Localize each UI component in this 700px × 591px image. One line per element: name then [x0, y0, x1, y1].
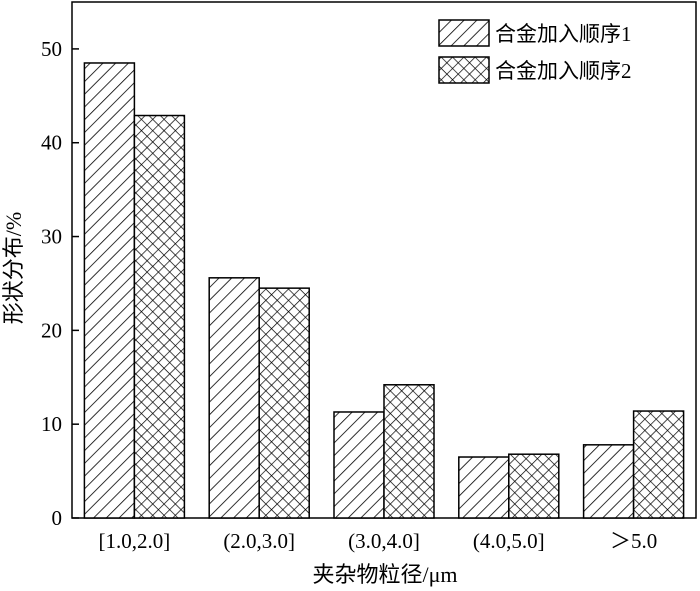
bars	[83, 62, 685, 519]
y-tick-label: 0	[52, 506, 63, 530]
bar-series-2-2	[258, 287, 310, 519]
x-tick-label: (3.0,4.0]	[348, 529, 420, 553]
x-axis-title: 夹杂物粒径/μm	[312, 562, 457, 587]
x-axis: [1.0,2.0] (2.0,3.0] (3.0,4.0] (4.0,5.0] ＞5.0	[99, 529, 658, 553]
legend-swatch-1	[438, 19, 490, 47]
bar-series-2-5	[632, 410, 685, 519]
y-axis: 0 10 20 30 40 50	[41, 37, 79, 530]
legend: 合金加入顺序1 合金加入顺序2	[438, 19, 632, 84]
y-tick-label: 40	[41, 131, 62, 155]
x-tick-label: (4.0,5.0]	[473, 529, 545, 553]
bar-series-2-1	[133, 114, 186, 519]
x-tick-label: ＞5.0	[610, 529, 657, 553]
y-tick-label: 50	[41, 37, 62, 61]
x-tick-label: (2.0,3.0]	[223, 529, 295, 553]
bar-series-1-2	[208, 277, 260, 519]
y-tick-label: 10	[41, 412, 62, 436]
x-tick-label: [1.0,2.0]	[99, 529, 171, 553]
legend-label-2: 合金加入顺序2	[495, 59, 632, 83]
bar-series-1-5	[582, 444, 635, 519]
legend-label-1: 合金加入顺序1	[495, 22, 632, 46]
bar-series-2-4	[508, 453, 560, 519]
y-tick-label: 20	[41, 318, 62, 342]
bar-series-1-3	[333, 411, 385, 519]
bar-series-2-3	[383, 384, 435, 519]
y-axis-title: 形状分布/%	[1, 212, 26, 324]
bar-series-1-1	[83, 62, 136, 519]
legend-swatch-2	[438, 56, 490, 84]
y-tick-label: 30	[41, 225, 62, 249]
bar-series-1-4	[458, 456, 510, 519]
